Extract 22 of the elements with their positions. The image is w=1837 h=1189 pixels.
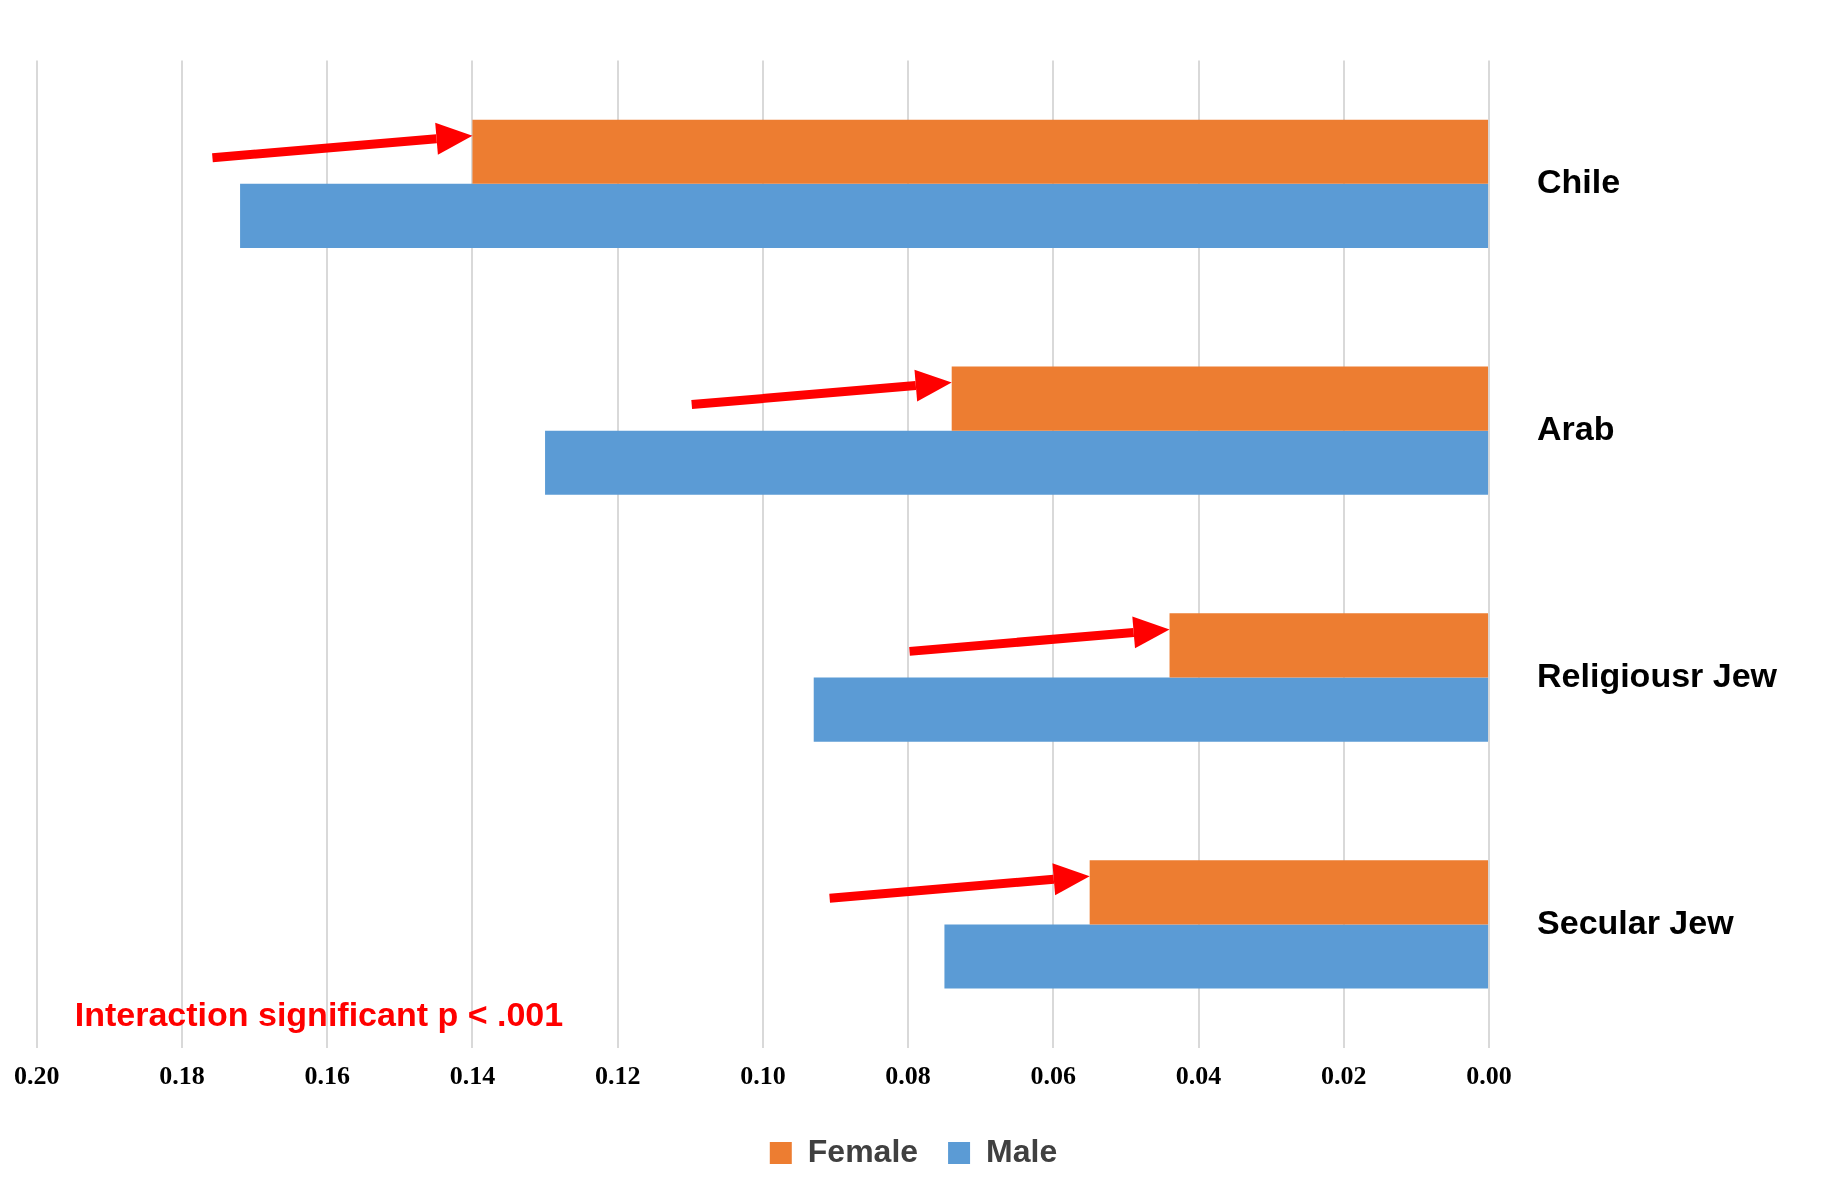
x-tick-label: 0.00: [1466, 1061, 1512, 1091]
x-tick-label: 0.18: [159, 1061, 205, 1091]
y-tick-label: Arab: [1537, 409, 1615, 448]
x-tick-label: 0.04: [1175, 1061, 1222, 1091]
bar: [813, 677, 1489, 742]
y-tick-label: Chile: [1537, 162, 1621, 201]
bar: [545, 430, 1489, 495]
legend-label: Male: [986, 1132, 1058, 1169]
x-tick-label: 0.12: [594, 1061, 641, 1091]
y-tick-label: Secular Jew: [1537, 902, 1735, 941]
annotation: Interaction significant p < .001: [74, 995, 564, 1034]
x-tick-label: 0.08: [885, 1061, 931, 1091]
x-tick-label: 0.10: [740, 1061, 786, 1091]
x-tick-label: 0.20: [14, 1061, 60, 1091]
y-tick-label: Religiousr Jew: [1537, 655, 1778, 694]
x-tick-label: 0.16: [304, 1061, 350, 1091]
x-tick-label: 0.06: [1030, 1061, 1077, 1091]
legend-label: Female: [807, 1132, 919, 1169]
bar: [944, 924, 1489, 989]
x-tick-label: 0.02: [1321, 1061, 1367, 1091]
bar: [240, 183, 1489, 249]
x-tick-label: 0.14: [449, 1061, 496, 1091]
